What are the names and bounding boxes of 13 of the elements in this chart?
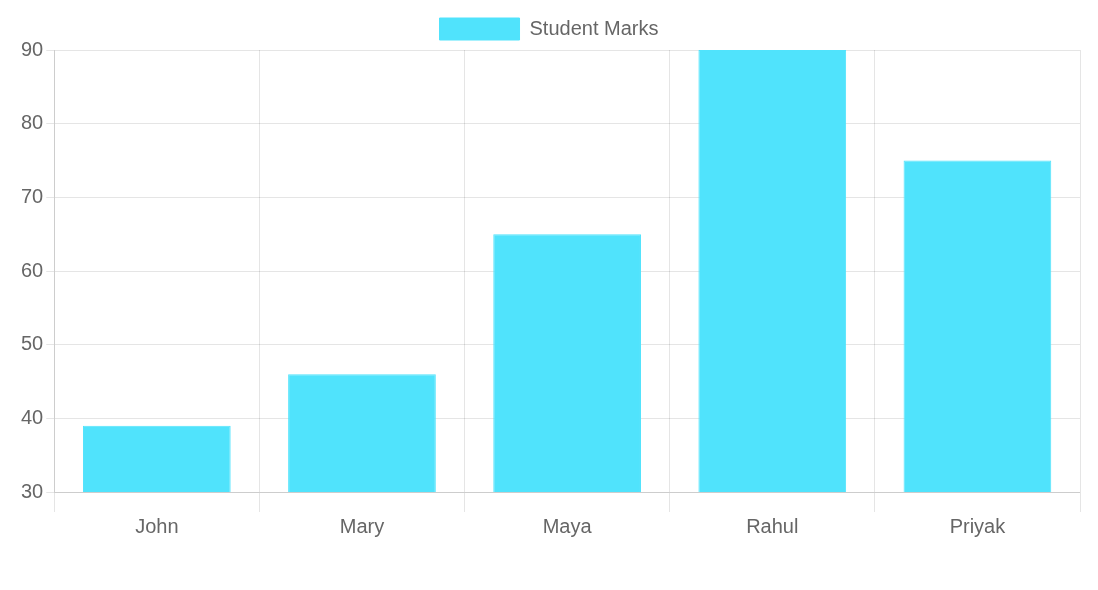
x-tick-label: Mary — [339, 514, 385, 537]
x-tick-label: Maya — [542, 514, 593, 537]
y-tick-label: 80 — [21, 111, 44, 134]
x-tick-label: Rahul — [746, 514, 799, 537]
y-tick-label: 30 — [21, 479, 44, 502]
y-tick-label: 40 — [21, 405, 44, 428]
y-tick-label: 90 — [21, 37, 44, 60]
y-tick-label: 50 — [21, 332, 44, 355]
y-tick-label: 70 — [21, 184, 44, 207]
x-tick-label: John — [135, 514, 179, 537]
y-tick-label: 60 — [21, 258, 44, 281]
legend-label: Student Marks — [529, 16, 659, 39]
x-tick-label: Priyak — [949, 514, 1007, 537]
